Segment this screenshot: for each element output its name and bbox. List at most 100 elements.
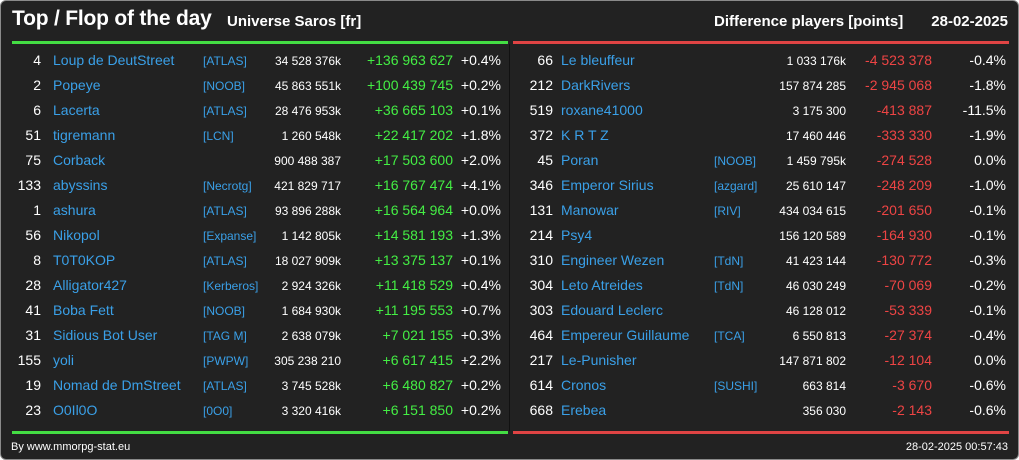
percent-change: +1.8%: [460, 127, 501, 143]
flop-player-row: 372 K R T Z 17 460 446 -333 330 -1.9%: [510, 123, 1018, 148]
player-points: 1 260 548k: [281, 129, 341, 143]
player-alliance-link[interactable]: [0O0]: [203, 404, 233, 418]
player-name-link[interactable]: abyssins: [53, 177, 108, 193]
player-rank: 19: [25, 377, 41, 393]
player-rank: 133: [17, 177, 41, 193]
player-alliance-link[interactable]: [ATLAS]: [203, 254, 247, 268]
percent-change: -1.9%: [969, 127, 1006, 143]
player-name-link[interactable]: T0T0KOP: [53, 252, 116, 268]
player-points: 421 829 717: [274, 179, 341, 193]
player-name-link[interactable]: Nomad de DmStreet: [53, 377, 181, 393]
player-name-link[interactable]: Emperor Sirius: [561, 177, 654, 193]
player-points: 46 030 249: [785, 279, 846, 293]
player-alliance-link[interactable]: [azgard]: [714, 179, 758, 193]
player-name-link[interactable]: Leto Atreides: [561, 277, 643, 293]
player-points: 17 460 446: [785, 129, 846, 143]
player-alliance-link[interactable]: [ATLAS]: [203, 104, 247, 118]
player-alliance-link[interactable]: [Kerberos]: [203, 279, 259, 293]
player-points: 305 238 210: [274, 354, 341, 368]
flop-player-row: 346 Emperor Sirius [azgard] 25 610 147 -248 …: [510, 173, 1018, 198]
player-alliance-link[interactable]: [TdN]: [714, 254, 744, 268]
flop-header-divider: [513, 41, 1009, 44]
percent-change: +0.1%: [460, 252, 501, 268]
player-alliance-link[interactable]: [NOOB]: [714, 154, 757, 168]
player-rank: 45: [537, 152, 553, 168]
player-name-link[interactable]: Empereur Guillaume: [561, 327, 690, 343]
column-divider: [509, 44, 510, 431]
player-rank: 51: [25, 127, 41, 143]
player-name-link[interactable]: Corback: [53, 152, 106, 168]
flop-player-row: 45 Poran [NOOB] 1 459 795k -274 528 0.0%: [510, 148, 1018, 173]
top-player-row: 28 Alligator427 [Kerberos] 2 924 326k +11 41…: [1, 273, 509, 298]
player-points: 25 610 147: [785, 179, 846, 193]
player-alliance-link[interactable]: [TCA]: [714, 329, 745, 343]
player-alliance-link[interactable]: [PWPW]: [203, 354, 249, 368]
player-name-link[interactable]: Popeye: [53, 77, 101, 93]
player-name-link[interactable]: Alligator427: [53, 277, 127, 293]
player-name-link[interactable]: Psy4: [561, 227, 593, 243]
flop-player-row: 131 Manowar [RIV] 434 034 615 -201 650 -0.1%: [510, 198, 1018, 223]
player-name-link[interactable]: tigremann: [53, 127, 116, 143]
player-rank: 155: [17, 352, 41, 368]
player-rank: 310: [529, 252, 553, 268]
flop-player-row: 212 DarkRivers 157 874 285 -2 945 068 -1.8%: [510, 73, 1018, 98]
player-alliance-link[interactable]: [RIV]: [714, 204, 741, 218]
player-rank: 217: [529, 352, 553, 368]
player-rank: 56: [25, 227, 41, 243]
player-name-link[interactable]: yoli: [53, 352, 75, 368]
points-difference: +14 581 193: [374, 227, 453, 243]
player-name-link[interactable]: ashura: [53, 202, 96, 218]
player-alliance-link[interactable]: [Necrotg]: [203, 179, 252, 193]
top-player-row: 56 Nikopol [Expanse] 1 142 805k +14 581 193 +…: [1, 223, 509, 248]
player-points: 2 638 079k: [281, 329, 341, 343]
player-alliance-link[interactable]: [LCN]: [203, 129, 234, 143]
player-alliance-link[interactable]: [SUSHI]: [714, 379, 758, 393]
player-name-link[interactable]: Loup de DeutStreet: [53, 52, 175, 68]
points-difference: +6 480 827: [382, 377, 453, 393]
points-difference: -413 887: [876, 102, 932, 118]
player-name-link[interactable]: Lacerta: [53, 102, 100, 118]
player-name-link[interactable]: Poran: [561, 152, 599, 168]
player-alliance-link[interactable]: [NOOB]: [203, 304, 246, 318]
player-points: 93 896 288k: [274, 204, 341, 218]
player-rank: 131: [529, 202, 553, 218]
player-points: 3 745 528k: [281, 379, 341, 393]
player-name-link[interactable]: Boba Fett: [53, 302, 114, 318]
player-rank: 41: [25, 302, 41, 318]
page-title: Top / Flop of the day: [12, 7, 212, 30]
player-name-link[interactable]: Le bleuffeur: [561, 52, 635, 68]
player-name-link[interactable]: O0Il0O: [53, 402, 98, 418]
player-name-link[interactable]: Le-Punisher: [561, 352, 637, 368]
player-name-link[interactable]: Nikopol: [53, 227, 100, 243]
player-alliance-link[interactable]: [ATLAS]: [203, 204, 247, 218]
player-name-link[interactable]: Erebea: [561, 402, 607, 418]
percent-change: +0.3%: [460, 327, 501, 343]
top-player-row: 23 O0Il0O [0O0] 3 320 416k +6 151 850 +0.2%: [1, 398, 509, 423]
percent-change: -0.6%: [969, 402, 1006, 418]
player-name-link[interactable]: DarkRivers: [561, 77, 631, 93]
player-alliance-link[interactable]: [ATLAS]: [203, 54, 247, 68]
player-alliance-link[interactable]: [TdN]: [714, 279, 744, 293]
player-name-link[interactable]: roxane41000: [561, 102, 643, 118]
percent-change: +0.2%: [460, 377, 501, 393]
flop-player-row: 303 Edouard Leclerc 46 128 012 -53 339 -0.1%: [510, 298, 1018, 323]
percent-change: -0.4%: [969, 327, 1006, 343]
percent-change: +2.2%: [460, 352, 501, 368]
player-alliance-link[interactable]: [NOOB]: [203, 79, 246, 93]
player-name-link[interactable]: Edouard Leclerc: [561, 302, 663, 318]
player-alliance-link[interactable]: [TAG M]: [203, 329, 247, 343]
flop-player-row: 614 Cronos [SUSHI] 663 814 -3 670 -0.6%: [510, 373, 1018, 398]
top-player-row: 1 ashura [ATLAS] 93 896 288k +16 564 964 +0.0…: [1, 198, 509, 223]
player-name-link[interactable]: Sidious Bot User: [53, 327, 158, 343]
player-alliance-link[interactable]: [Expanse]: [203, 229, 257, 243]
points-difference: -130 772: [876, 252, 932, 268]
player-name-link[interactable]: K R T Z: [561, 127, 609, 143]
player-name-link[interactable]: Cronos: [561, 377, 607, 393]
player-name-link[interactable]: Engineer Wezen: [561, 252, 665, 268]
percent-change: +2.0%: [460, 152, 501, 168]
player-name-link[interactable]: Manowar: [561, 202, 619, 218]
player-alliance-link[interactable]: [ATLAS]: [203, 379, 247, 393]
player-rank: 519: [529, 102, 553, 118]
percent-change: -0.4%: [969, 52, 1006, 68]
